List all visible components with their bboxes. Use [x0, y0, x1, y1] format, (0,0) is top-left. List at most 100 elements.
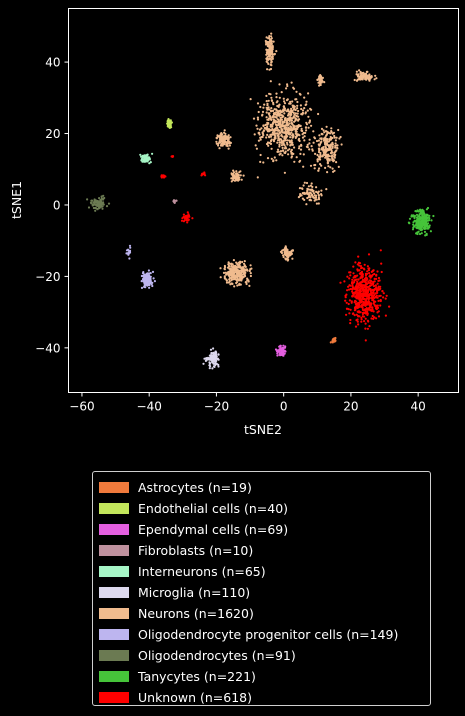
data-point: [91, 204, 94, 207]
y-axis-label: tSNE1: [9, 181, 24, 219]
data-point: [294, 117, 297, 120]
data-point: [361, 315, 364, 318]
data-point: [325, 125, 328, 128]
data-point: [212, 347, 215, 350]
data-point: [314, 196, 318, 199]
data-point: [379, 298, 382, 302]
data-point: [285, 122, 288, 125]
data-point: [191, 217, 194, 220]
data-point: [302, 184, 305, 187]
data-point: [308, 194, 311, 197]
data-point: [331, 167, 334, 170]
series-6-points: [215, 32, 378, 288]
data-point: [356, 263, 359, 266]
data-point: [285, 134, 288, 137]
data-point: [351, 278, 354, 281]
data-point: [299, 193, 302, 196]
data-point: [366, 75, 369, 78]
data-point: [94, 209, 97, 212]
data-point: [290, 131, 293, 134]
data-point: [353, 314, 356, 317]
data-point: [318, 147, 321, 150]
data-point: [329, 135, 332, 139]
data-point: [357, 296, 360, 299]
data-point: [337, 128, 340, 132]
data-point: [356, 292, 359, 295]
data-point: [367, 269, 370, 272]
data-point: [368, 275, 371, 278]
data-point: [359, 291, 362, 294]
legend-item: Ependymal cells (n=69): [99, 519, 430, 540]
data-point: [278, 143, 281, 146]
legend-swatch: [99, 671, 129, 682]
data-point: [249, 264, 252, 267]
data-point: [236, 274, 239, 277]
data-point: [231, 282, 234, 285]
data-point: [143, 276, 146, 279]
data-point: [140, 286, 144, 289]
data-point: [223, 142, 226, 145]
data-point: [359, 271, 362, 275]
data-point: [283, 102, 287, 105]
data-point: [279, 122, 282, 125]
data-point: [269, 63, 272, 66]
data-point: [173, 201, 176, 204]
data-point: [290, 81, 293, 84]
data-point: [348, 299, 351, 302]
data-point: [323, 81, 326, 84]
data-point: [237, 265, 240, 269]
data-point: [208, 367, 211, 370]
data-point: [186, 217, 189, 220]
data-point: [256, 102, 260, 105]
data-point: [286, 114, 290, 117]
data-point: [268, 57, 271, 61]
data-point: [288, 110, 291, 114]
legend-label: Ependymal cells (n=69): [138, 522, 289, 537]
data-point: [230, 271, 233, 274]
data-point: [248, 284, 251, 287]
data-point: [327, 131, 330, 134]
data-point: [268, 35, 271, 38]
data-point: [280, 351, 283, 354]
data-point: [331, 136, 334, 140]
data-point: [282, 344, 285, 347]
data-point: [235, 281, 238, 285]
data-point: [261, 135, 264, 139]
data-point: [99, 203, 102, 206]
data-point: [223, 277, 226, 280]
data-point: [146, 283, 149, 286]
x-tick-label: −40: [137, 400, 162, 414]
data-point: [258, 131, 261, 134]
data-point: [370, 297, 373, 300]
data-point: [356, 280, 359, 283]
data-point: [275, 101, 278, 104]
data-point: [374, 74, 377, 77]
data-point: [317, 155, 320, 158]
data-point: [372, 298, 375, 301]
legend-item: Neurons (n=1620): [99, 603, 430, 624]
data-point: [361, 275, 364, 278]
data-point: [260, 127, 263, 130]
data-point: [212, 353, 215, 356]
data-point: [428, 224, 431, 227]
data-point: [423, 223, 426, 226]
data-point: [424, 220, 427, 223]
data-point: [290, 250, 293, 254]
data-point: [168, 125, 171, 128]
data-point: [317, 112, 320, 116]
data-point: [281, 135, 284, 138]
data-point: [125, 252, 128, 255]
data-point: [305, 123, 309, 126]
data-point: [344, 294, 347, 297]
data-point: [254, 144, 257, 147]
data-point: [226, 138, 229, 141]
legend-swatch: [99, 629, 129, 640]
data-point: [368, 308, 371, 311]
data-point: [299, 194, 302, 197]
data-point: [347, 288, 351, 291]
data-point: [319, 154, 322, 157]
data-point: [210, 352, 213, 355]
data-point: [348, 277, 351, 280]
data-point: [239, 283, 242, 286]
data-point: [374, 292, 377, 295]
